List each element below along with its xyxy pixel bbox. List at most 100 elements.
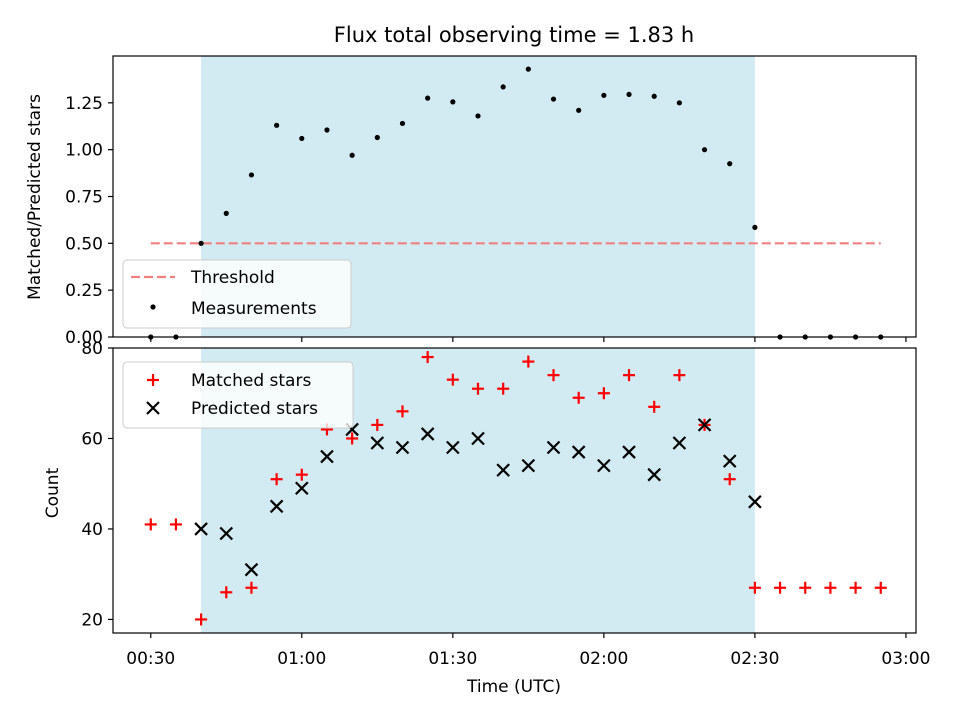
matched-star-point xyxy=(522,355,535,368)
measurement-point xyxy=(475,113,481,119)
legend-threshold-label: Threshold xyxy=(190,268,275,288)
matched-star-point xyxy=(270,473,283,486)
predicted-star-point xyxy=(597,458,611,473)
predicted-star-point xyxy=(546,440,561,455)
legend-matched-label: Matched stars xyxy=(191,371,311,391)
legend-bottom-box xyxy=(122,361,354,429)
legend-top: Threshold Measurements xyxy=(122,259,352,329)
ratio-panel-frame xyxy=(112,55,917,338)
predicted-star-point xyxy=(219,526,234,541)
ratio-marks xyxy=(148,66,884,340)
y-axis-label-bottom: Count xyxy=(43,467,63,518)
predicted-star-point xyxy=(521,458,536,473)
matched-star-point xyxy=(446,373,459,386)
measurement-point xyxy=(525,66,531,72)
measurement-point xyxy=(651,93,657,99)
measurement-point xyxy=(601,92,607,98)
matched-star-point xyxy=(723,473,736,486)
x-tick-label: 00:30 xyxy=(126,649,175,669)
measurement-point xyxy=(727,161,733,167)
legend-matched-swatch xyxy=(147,374,159,386)
measurement-point xyxy=(223,210,229,216)
matched-star-point xyxy=(396,405,409,418)
matched-star-point xyxy=(497,382,510,395)
count-marks xyxy=(144,351,887,626)
matched-star-point xyxy=(346,432,359,445)
predicted-star-point xyxy=(622,445,636,459)
predicted-star-point xyxy=(647,467,661,482)
measurement-point xyxy=(374,134,380,141)
measurement-point xyxy=(701,147,708,153)
legend-bottom: Matched stars Predicted stars xyxy=(122,361,354,429)
matched-star-point xyxy=(673,369,686,382)
y-tick-label: 0.25 xyxy=(65,281,103,301)
predicted-star-point xyxy=(496,463,510,477)
legend-measurements-label: Measurements xyxy=(191,299,317,319)
matched-star-point xyxy=(421,351,434,364)
measurement-point xyxy=(399,120,406,127)
measurement-point xyxy=(450,99,456,105)
measurement-point xyxy=(550,96,557,102)
matched-star-point xyxy=(748,581,761,594)
x-tick-label: 01:30 xyxy=(428,649,477,669)
y-tick-label: 40 xyxy=(81,520,103,540)
measurement-point xyxy=(349,152,355,158)
predicted-star-point xyxy=(320,449,334,464)
y-tick-label: 1.00 xyxy=(65,141,103,161)
matched-star-point xyxy=(648,400,661,413)
measurement-point xyxy=(274,122,280,128)
chart-title: Flux total observing time = 1.83 h xyxy=(334,23,694,47)
matched-star-point xyxy=(547,369,560,382)
matched-star-point xyxy=(623,369,636,382)
matched-star-point xyxy=(849,581,862,594)
matched-star-point xyxy=(824,581,837,594)
y-axis-ticks-top: 0.00 0.25 0.50 0.75 1.00 1.25 xyxy=(65,94,113,348)
predicted-star-point xyxy=(420,427,435,441)
measurement-point xyxy=(676,100,682,106)
matched-star-point xyxy=(799,581,812,594)
measurement-point xyxy=(248,172,255,178)
count-panel: 00:30 01:00 01:30 02:00 02:30 03:00 20406080 … xyxy=(43,339,930,697)
predicted-star-point xyxy=(697,418,712,432)
y-tick-label: 80 xyxy=(81,339,103,359)
x-tick-label: 02:00 xyxy=(579,649,628,669)
measurement-point xyxy=(324,127,330,133)
y-tick-label: 60 xyxy=(81,429,103,449)
predicted-star-point xyxy=(244,562,259,577)
predicted-star-point xyxy=(571,445,586,459)
matched-star-point xyxy=(169,518,182,531)
predicted-star-point xyxy=(194,522,208,536)
matched-star-point xyxy=(295,468,308,481)
y-tick-label: 0.00 xyxy=(65,328,103,348)
legend-measurements-swatch xyxy=(150,304,156,310)
predicted-star-point xyxy=(471,431,485,446)
y-axis-label-top: Matched/Predicted stars xyxy=(25,94,45,300)
matched-star-point xyxy=(774,581,787,594)
predicted-star-point xyxy=(395,440,410,455)
x-tick-label: 02:30 xyxy=(730,649,779,669)
predicted-star-point xyxy=(748,495,762,509)
measurement-point xyxy=(576,107,582,113)
measurement-point xyxy=(425,95,431,101)
matched-star-point xyxy=(572,391,585,404)
x-axis-ticks-bottom: 00:30 01:00 01:30 02:00 02:30 03:00 xyxy=(126,633,930,669)
measurement-point xyxy=(752,224,758,231)
predicted-star-point xyxy=(269,499,284,514)
predicted-star-point xyxy=(370,436,385,450)
y-tick-label: 20 xyxy=(81,610,103,630)
predicted-star-point xyxy=(672,436,687,450)
predicted-star-point xyxy=(722,454,737,468)
x-tick-label: 01:00 xyxy=(277,649,326,669)
y-axis-ticks-bottom: 20 40 60 80 xyxy=(81,339,113,630)
legend-predicted-label: Predicted stars xyxy=(191,399,318,419)
legend-top-box xyxy=(122,259,352,329)
x-tick-label: 03:00 xyxy=(881,649,930,669)
measurement-point xyxy=(198,240,204,246)
count-panel-frame xyxy=(112,347,917,634)
matched-star-point xyxy=(874,581,887,594)
predicted-star-point xyxy=(446,440,460,455)
x-axis-label: Time (UTC) xyxy=(466,677,561,697)
matched-star-point xyxy=(144,518,157,531)
measurement-point xyxy=(626,91,632,98)
